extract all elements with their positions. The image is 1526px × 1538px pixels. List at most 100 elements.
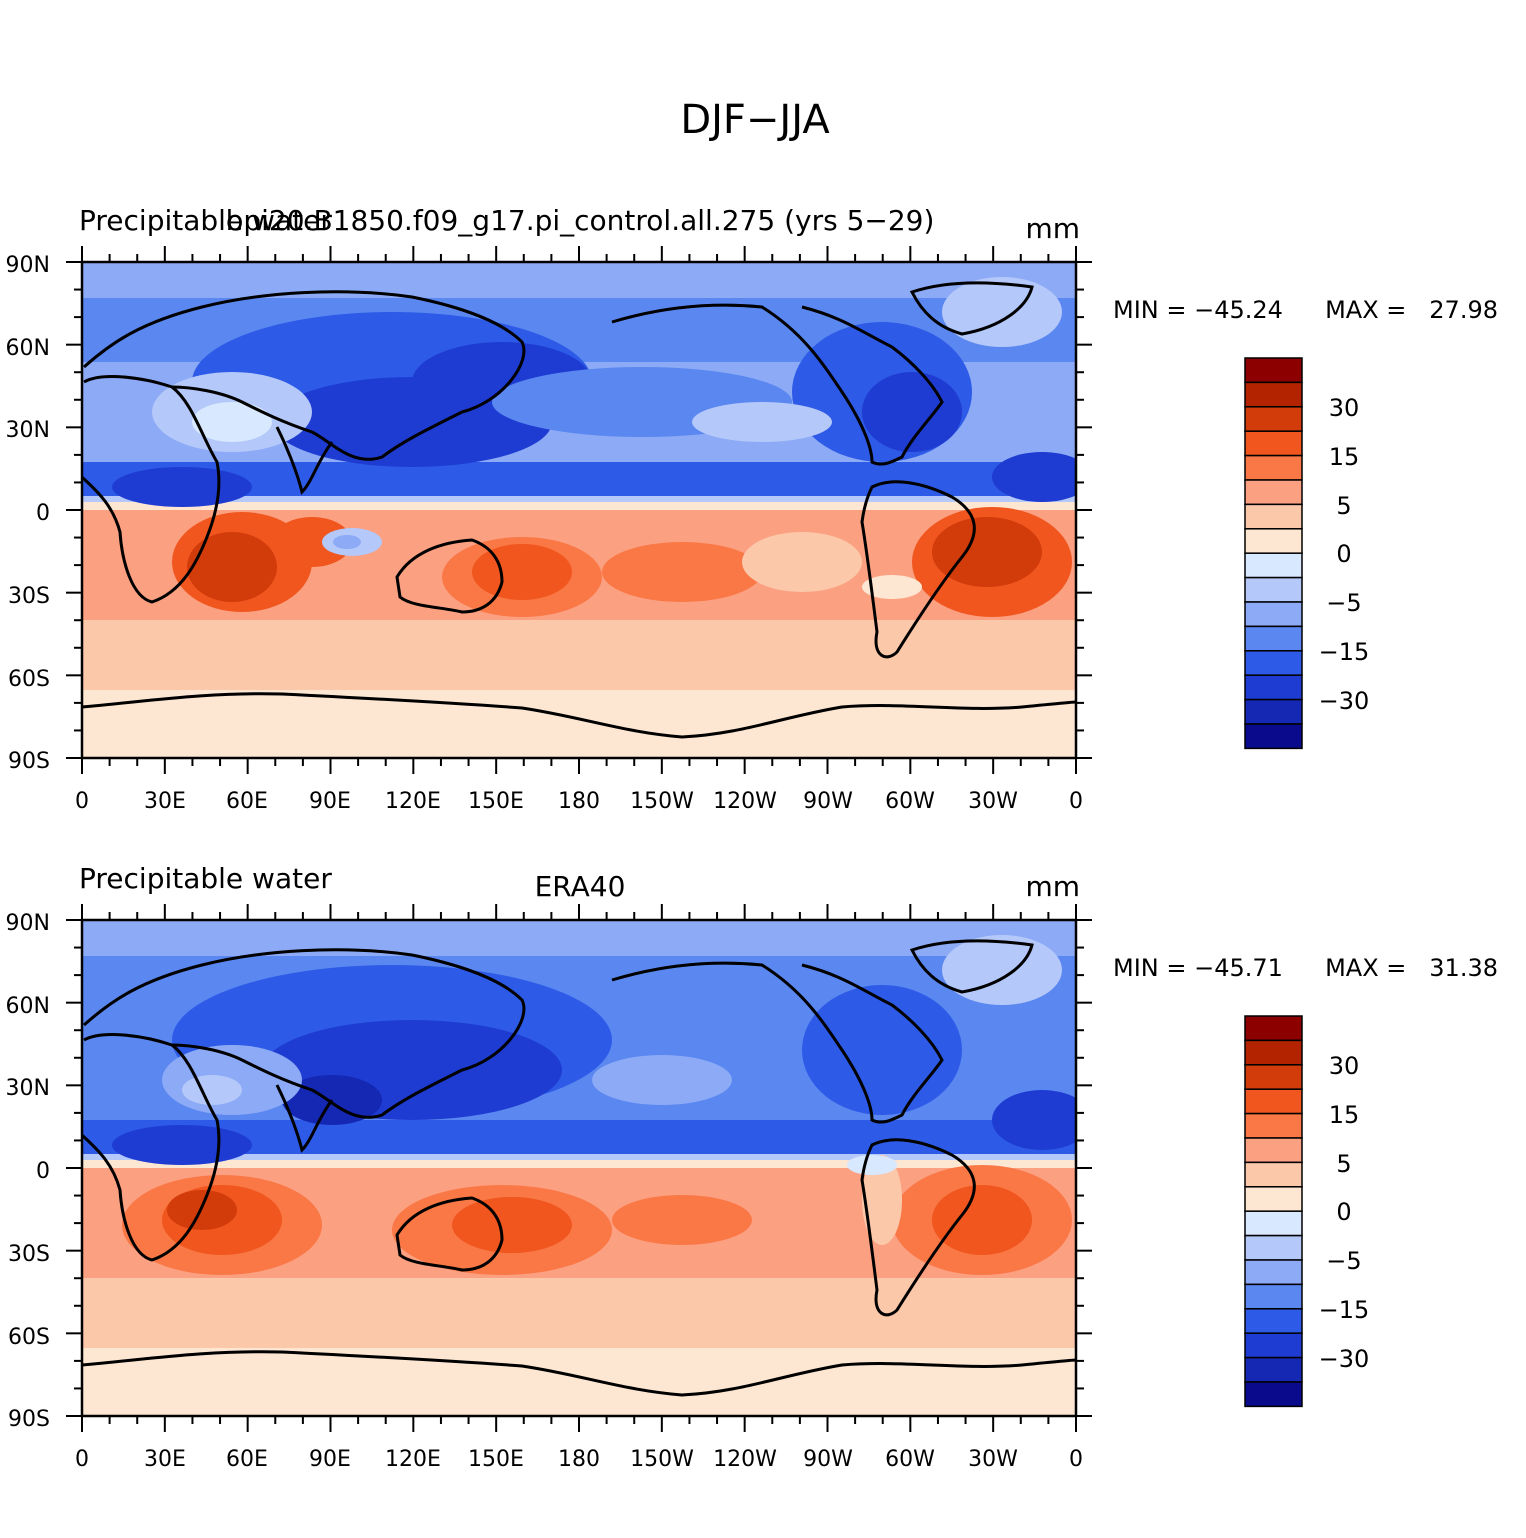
lat-label: 0 bbox=[36, 501, 50, 526]
lon-label: 120E bbox=[385, 1447, 441, 1472]
lon-label: 150E bbox=[468, 789, 524, 814]
colorbar-box bbox=[1244, 1186, 1303, 1212]
colorbar-box bbox=[1244, 552, 1303, 579]
lon-label: 180 bbox=[558, 1447, 600, 1472]
colorbar-box bbox=[1244, 625, 1303, 652]
panel-label-center-bottom: ERA40 bbox=[535, 870, 626, 903]
lat-label: 60S bbox=[8, 1325, 50, 1350]
lon-label: 90E bbox=[309, 1447, 351, 1472]
colorbar-box bbox=[1244, 1015, 1303, 1042]
colorbar-label: −5 bbox=[1326, 1247, 1361, 1275]
lat-label: 90S bbox=[8, 1407, 50, 1432]
lat-label: 0 bbox=[36, 1159, 50, 1184]
colorbar-label: 30 bbox=[1329, 394, 1360, 422]
colorbar-box bbox=[1244, 1088, 1303, 1115]
colorbar-box bbox=[1244, 1112, 1303, 1139]
min-label-top: MIN = −45.24 bbox=[1113, 296, 1283, 324]
colorbar-label: 0 bbox=[1336, 540, 1351, 568]
lon-label: 120W bbox=[713, 789, 777, 814]
panel-label-left-bottom: Precipitable water bbox=[79, 862, 332, 895]
coastlines-top bbox=[82, 281, 1076, 739]
colorbar-label: 5 bbox=[1336, 492, 1351, 520]
colorbar-box bbox=[1244, 1381, 1303, 1408]
colorbar-box bbox=[1244, 1356, 1303, 1383]
coastlines-bottom bbox=[82, 939, 1076, 1397]
lat-label: 30S bbox=[8, 584, 50, 609]
lon-labels-top: 0 30E 60E 90E 120E 150E 180 150W 120W 90… bbox=[75, 789, 1083, 814]
colorbar-box bbox=[1244, 674, 1303, 701]
colorbar-box bbox=[1244, 406, 1303, 432]
colorbar-box bbox=[1244, 528, 1303, 554]
colorbar-box bbox=[1244, 576, 1303, 603]
colorbar-box bbox=[1244, 1259, 1303, 1286]
colorbar-bottom bbox=[1244, 1015, 1303, 1408]
map-field-bottom bbox=[82, 920, 1076, 1416]
lat-label: 90S bbox=[8, 749, 50, 774]
lon-label: 150E bbox=[468, 1447, 524, 1472]
colorbar-box bbox=[1244, 430, 1303, 457]
lat-labels-top: 90N 60N 30N 0 30S 60S 90S bbox=[6, 253, 50, 774]
lon-label: 60E bbox=[226, 789, 268, 814]
lat-label: 30N bbox=[6, 1076, 50, 1101]
colorbar-label: −30 bbox=[1319, 687, 1370, 715]
panel-units-top: mm bbox=[1025, 212, 1080, 245]
lon-label: 150W bbox=[630, 789, 694, 814]
lon-label: 150W bbox=[630, 1447, 694, 1472]
lat-label: 30N bbox=[6, 418, 50, 443]
colorbar-box bbox=[1244, 1064, 1303, 1090]
colorbar-labels-top: 30 15 5 0 −5 −15 −30 bbox=[1319, 394, 1370, 715]
lon-label: 60E bbox=[226, 1447, 268, 1472]
colorbar-label: 15 bbox=[1329, 443, 1360, 471]
min-label-bottom: MIN = −45.71 bbox=[1113, 954, 1283, 982]
figure-title: DJF−JJA bbox=[680, 97, 830, 143]
lon-label: 0 bbox=[75, 1447, 89, 1472]
lat-label: 60S bbox=[8, 667, 50, 692]
colorbar-label: −30 bbox=[1319, 1345, 1370, 1373]
colorbar-box bbox=[1244, 698, 1303, 725]
lon-label: 0 bbox=[1069, 1447, 1083, 1472]
lat-label: 60N bbox=[6, 336, 50, 361]
colorbar-label: 30 bbox=[1329, 1052, 1360, 1080]
colorbar-labels-bottom: 30 15 5 0 −5 −15 −30 bbox=[1319, 1052, 1370, 1373]
axis-ticks-top bbox=[66, 246, 1092, 774]
lon-label: 60W bbox=[885, 789, 935, 814]
lon-label: 30E bbox=[144, 789, 186, 814]
colorbar-box bbox=[1244, 1234, 1303, 1261]
panel-bottom: Precipitable water ERA40 mm 90N 60N 30N … bbox=[6, 862, 1498, 1472]
panel-units-bottom: mm bbox=[1025, 870, 1080, 903]
colorbar-label: −15 bbox=[1319, 638, 1370, 666]
lon-labels-bottom: 0 30E 60E 90E 120E 150E 180 150W 120W 90… bbox=[75, 1447, 1083, 1472]
lon-label: 120W bbox=[713, 1447, 777, 1472]
lat-label: 90N bbox=[6, 253, 50, 278]
lon-label: 30E bbox=[144, 1447, 186, 1472]
lon-label: 0 bbox=[1069, 789, 1083, 814]
colorbar-label: −5 bbox=[1326, 589, 1361, 617]
colorbar-label: −15 bbox=[1319, 1296, 1370, 1324]
colorbar-box bbox=[1244, 1308, 1303, 1334]
lon-label: 180 bbox=[558, 789, 600, 814]
map-field-top bbox=[82, 262, 1076, 758]
panel-label-center-top: bpi20.B1850.f09_g17.pi_control.all.275 (… bbox=[226, 204, 935, 237]
lat-label: 30S bbox=[8, 1242, 50, 1267]
colorbar-box bbox=[1244, 723, 1303, 750]
lat-label: 60N bbox=[6, 994, 50, 1019]
panel-label-left-top: Precipitable water bbox=[79, 204, 332, 237]
lon-label: 0 bbox=[75, 789, 89, 814]
colorbar-box bbox=[1244, 1283, 1303, 1310]
colorbar-box bbox=[1244, 357, 1303, 384]
colorbar-box bbox=[1244, 1039, 1303, 1066]
colorbar-top bbox=[1244, 357, 1303, 750]
colorbar-box bbox=[1244, 1332, 1303, 1359]
colorbar-label: 15 bbox=[1329, 1101, 1360, 1129]
max-label-bottom: MAX = 31.38 bbox=[1325, 954, 1498, 982]
colorbar-label: 5 bbox=[1336, 1150, 1351, 1178]
lon-label: 90W bbox=[803, 789, 853, 814]
colorbar-box bbox=[1244, 1161, 1303, 1188]
lon-label: 120E bbox=[385, 789, 441, 814]
colorbar-box bbox=[1244, 650, 1303, 676]
max-label-top: MAX = 27.98 bbox=[1325, 296, 1498, 324]
lat-label: 90N bbox=[6, 911, 50, 936]
colorbar-box bbox=[1244, 1210, 1303, 1237]
lon-label: 90E bbox=[309, 789, 351, 814]
colorbar-box bbox=[1244, 381, 1303, 408]
